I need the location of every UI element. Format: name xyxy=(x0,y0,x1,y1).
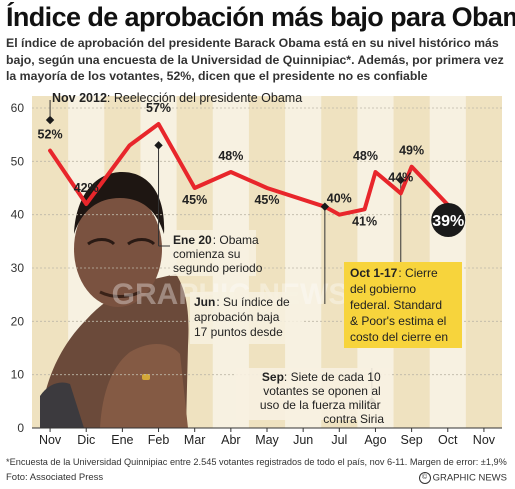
annotation-date: Nov 2012 xyxy=(52,91,107,105)
data-value-label: 45% xyxy=(182,193,207,207)
x-tick-label: Nov xyxy=(39,433,62,447)
annotation-text-line: : Su índice de xyxy=(216,295,290,309)
data-value-label: 49% xyxy=(399,144,424,158)
credit-label: GRAPHIC NEWS xyxy=(432,472,507,484)
chart-container: GRAPHIC NEWS 0 10 20 30 40 50 60 Nov Dic Ene Feb M… xyxy=(0,84,515,460)
annotation-nov-2012: Nov 2012: Reelección del presidente Obam… xyxy=(52,91,302,105)
copyright-icon: © xyxy=(418,472,431,484)
annotation-text: : Siete de cada 10 xyxy=(284,370,381,384)
data-marker xyxy=(45,115,55,125)
y-tick-labels: 0 10 20 30 40 50 60 xyxy=(11,101,25,435)
x-tick-label: Dic xyxy=(77,433,95,447)
svg-text:Ene 20 : Obama: Ene 20 : Obama comienza su segundo perio… xyxy=(173,233,263,275)
x-tick-labels: Nov Dic Ene Feb Mar Abr May Jun Jul Ago Sep Oct Nov xyxy=(39,428,496,447)
annotation-text-line: : Obama xyxy=(213,233,259,247)
obama-portrait xyxy=(40,172,189,428)
data-marker xyxy=(154,141,163,150)
x-tick-label: Oct xyxy=(438,433,458,447)
data-value-label: 40% xyxy=(327,192,352,206)
month-stripe xyxy=(465,96,502,428)
svg-text:Nov 2012: Reelección del presi: Nov 2012: Reelección del presidente Obam… xyxy=(52,91,302,105)
x-tick-label: May xyxy=(255,433,279,447)
page-title: Índice de aprobación más bajo para Obama xyxy=(6,2,515,32)
y-tick-label: 40 xyxy=(11,208,25,222)
page-subtitle: El índice de aprobación del presidente B… xyxy=(6,36,504,83)
data-marker xyxy=(320,202,330,211)
footnote: *Encuesta de la Universidad Quinnipiac e… xyxy=(6,457,507,467)
annotation-text-line: & Poor's estima el xyxy=(350,314,446,328)
annotation-text: : Reelección del presidente Obama xyxy=(107,91,302,105)
annotation-text-line: contra Siria xyxy=(323,412,384,426)
data-value-label: 57% xyxy=(146,101,171,115)
annotation-oct-shutdown: Oct 1-17 : Cierre del gobierno federal. … xyxy=(344,262,462,348)
graphic-credit: © GRAPHIC NEWS xyxy=(418,472,507,484)
annotation-text-line: comienza su xyxy=(173,247,240,261)
y-tick-label: 50 xyxy=(11,154,25,168)
annotation-date: Oct 1-17 xyxy=(350,266,398,280)
annotation-date: Ene 20 xyxy=(173,233,212,247)
annotation-text-line: del gobierno xyxy=(350,282,416,296)
annotation-text-line: 17 puntos desde xyxy=(194,325,283,339)
x-tick-label: Jul xyxy=(331,433,347,447)
annotation-text-line: federal. Standard xyxy=(350,298,442,312)
data-value-label: 45% xyxy=(254,193,279,207)
annotation-text-line: Sep: Siete de cada 10 xyxy=(262,370,381,384)
data-value-label: 52% xyxy=(38,128,63,142)
y-tick-label: 10 xyxy=(11,368,25,382)
data-value-labels: 52% 42% 57% 45% 48% 45% 40%41% 48% 44% 49% 39% xyxy=(38,101,466,237)
data-value-label: 44% xyxy=(388,170,413,184)
svg-text:Sep: Siete de cada 10: Sep: Siete de cada 10 votantes se oponen… xyxy=(260,370,384,426)
annotation-ene-20: Ene 20 : Obama comienza su segundo perio… xyxy=(170,230,263,276)
data-value-label: 42% xyxy=(74,181,99,195)
x-tick-label: Ago xyxy=(364,433,386,447)
svg-text:Jun : Su índice de: Jun : Su índice de aprobación baja 17 pu… xyxy=(194,295,293,339)
annotation-text-line: votantes se oponen al xyxy=(263,384,380,398)
x-tick-label: Mar xyxy=(184,433,206,447)
approval-line xyxy=(48,122,465,222)
annotation-text-line: : Cierre xyxy=(398,266,438,280)
annotation-date: Sep xyxy=(262,370,284,384)
data-value-label: 41% xyxy=(352,214,377,228)
annotation-text-line: segundo periodo xyxy=(173,261,263,275)
y-tick-label: 20 xyxy=(11,314,25,328)
annotation-date: Jun xyxy=(194,295,215,309)
x-tick-label: Nov xyxy=(473,433,496,447)
approval-series xyxy=(48,122,465,222)
annotation-text-line: uso de la fuerza militar xyxy=(260,398,381,412)
x-tick-label: Ene xyxy=(111,433,133,447)
annotation-jun: Jun : Su índice de aprobación baja 17 pu… xyxy=(190,292,302,344)
x-tick-label: Feb xyxy=(148,433,170,447)
data-value-label: 48% xyxy=(218,149,243,163)
svg-text:Oct 1-17 : Cierre: Oct 1-17 : Cierre del gobierno federal. … xyxy=(350,266,450,344)
photo-credit: Foto: Associated Press xyxy=(6,472,104,483)
y-tick-label: 0 xyxy=(17,421,24,435)
x-tick-label: Abr xyxy=(221,433,240,447)
data-value-label: 48% xyxy=(353,149,378,163)
y-tick-label: 60 xyxy=(11,101,25,115)
annotation-sep: Sep: Siete de cada 10 votantes se oponen… xyxy=(236,368,392,426)
data-value-label-highlight: 39% xyxy=(432,213,464,230)
highlight-badge xyxy=(431,203,466,237)
annotation-text-line: aprobación baja xyxy=(194,310,280,324)
x-tick-label: Jun xyxy=(293,433,313,447)
y-tick-label: 30 xyxy=(11,261,25,275)
x-tick-label: Sep xyxy=(400,433,422,447)
annotation-text-line: costo del cierre en xyxy=(350,330,448,344)
